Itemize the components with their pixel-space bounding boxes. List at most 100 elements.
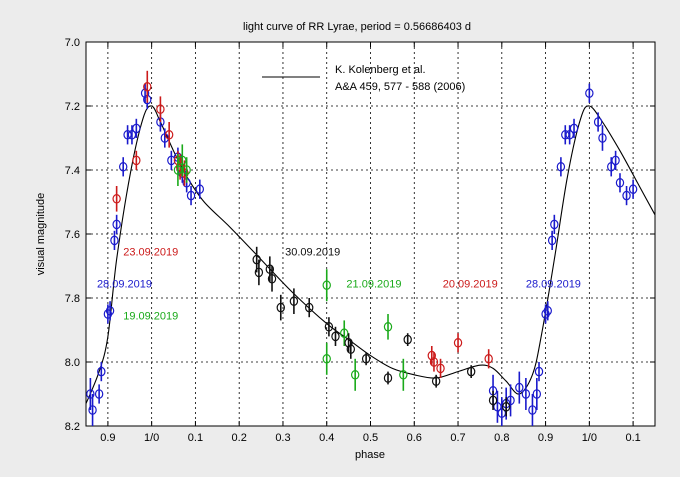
data-point (252, 254, 261, 265)
data-point (103, 309, 113, 319)
data-point (276, 302, 285, 313)
y-tick-label: 7.0 (65, 37, 80, 49)
data-point (346, 344, 356, 354)
x-tick-label: 0.1 (188, 432, 203, 444)
data-point (466, 366, 476, 377)
x-tick-label: 0.7 (450, 432, 465, 444)
chart-title: light curve of RR Lyrae, period = 0.5668… (243, 21, 471, 33)
data-point (195, 184, 204, 194)
x-tick-label: 0.5 (363, 432, 378, 444)
x-tick-label: 0.6 (407, 432, 422, 444)
data-point (484, 353, 493, 364)
data-point (585, 88, 594, 98)
data-point (383, 373, 393, 383)
x-tick-label: 0.3 (275, 432, 290, 444)
data-point (254, 267, 264, 278)
data-point (322, 353, 331, 364)
data-point (267, 273, 277, 284)
x-tick-label: 0.4 (319, 432, 334, 444)
data-point (112, 219, 121, 230)
data-point (94, 389, 104, 399)
y-axis-label: visual magnitude (35, 193, 47, 276)
date-label: 28.09.2019 (526, 279, 581, 291)
x-axis-label: phase (355, 449, 385, 461)
x-tick-label: 0.2 (232, 432, 247, 444)
y-tick-label: 8.2 (65, 421, 80, 433)
axis-ticks: 0.9 1/0 0.1 0.2 0.3 0.4 0.5 0.6 0.7 0.8 0.9 1/0 0.1 7… (65, 37, 655, 444)
data-point (132, 155, 141, 166)
data-point (350, 369, 360, 380)
data-point (182, 165, 191, 175)
data-point (105, 305, 115, 316)
data-point (515, 382, 524, 393)
y-tick-label: 7.2 (65, 101, 80, 113)
data-point (289, 296, 299, 306)
x-tick-label: 0.8 (494, 432, 509, 444)
data-point (97, 366, 106, 377)
data-point (593, 117, 603, 127)
data-point (547, 235, 557, 246)
data-point (453, 337, 463, 348)
x-tick-label: 1/0 (582, 432, 597, 444)
data-point (143, 82, 152, 92)
data-point (324, 321, 334, 332)
data-point (265, 264, 275, 274)
y-tick-label: 7.8 (65, 293, 80, 305)
data-point (88, 405, 97, 415)
data-point (615, 178, 625, 188)
x-tick-label: 1/0 (144, 432, 159, 444)
date-label: 28.09.2019 (97, 279, 152, 291)
legend-label-line1: K. Kolenberg et al. (335, 64, 426, 76)
data-point (186, 190, 196, 201)
data-point (436, 363, 445, 374)
data-point (598, 133, 607, 143)
data-point (628, 184, 638, 194)
data-point (521, 389, 531, 399)
data-point (550, 219, 559, 230)
data-point (556, 162, 566, 172)
date-label: 20.09.2019 (443, 279, 498, 291)
data-point (534, 366, 544, 377)
y-tick-label: 7.4 (65, 165, 80, 177)
data-point (622, 190, 631, 201)
annotations-layer: 23.09.2019 28.09.2019 19.09.2019 30.09.2019… (97, 247, 581, 323)
data-point (156, 104, 165, 114)
data-point (164, 130, 174, 140)
data-point (532, 389, 542, 399)
legend-label-line2: A&A 459, 577 - 588 (2006) (335, 81, 465, 93)
x-tick-label: 0.9 (100, 432, 115, 444)
data-point (112, 194, 121, 204)
data-point (429, 357, 439, 367)
y-tick-label: 8.0 (65, 357, 80, 369)
grid (86, 42, 655, 426)
data-point (501, 401, 511, 412)
date-label: 30.09.2019 (285, 247, 340, 259)
data-point (569, 123, 579, 134)
date-label: 21.09.2019 (346, 279, 401, 291)
x-tick-label: 0.9 (538, 432, 553, 444)
data-point (427, 350, 436, 361)
data-point (361, 353, 371, 364)
data-point (541, 309, 550, 319)
data-point (140, 88, 150, 98)
data-point (399, 369, 408, 380)
y-tick-label: 7.6 (65, 229, 80, 241)
data-point (344, 337, 353, 348)
data-point (431, 376, 441, 386)
data-point (305, 302, 314, 313)
data-point (132, 123, 141, 134)
data-point (331, 331, 340, 342)
data-point (488, 395, 498, 406)
data-point (86, 389, 95, 399)
date-label: 23.09.2019 (123, 247, 178, 259)
data-point (543, 305, 552, 316)
data-point (110, 235, 119, 246)
x-tick-label: 0.1 (625, 432, 640, 444)
legend: K. Kolenberg et al. A&A 459, 577 - 588 (… (262, 64, 465, 93)
data-point (322, 280, 331, 290)
data-point (611, 155, 620, 166)
data-points-layer (86, 70, 638, 426)
data-point (383, 321, 393, 332)
